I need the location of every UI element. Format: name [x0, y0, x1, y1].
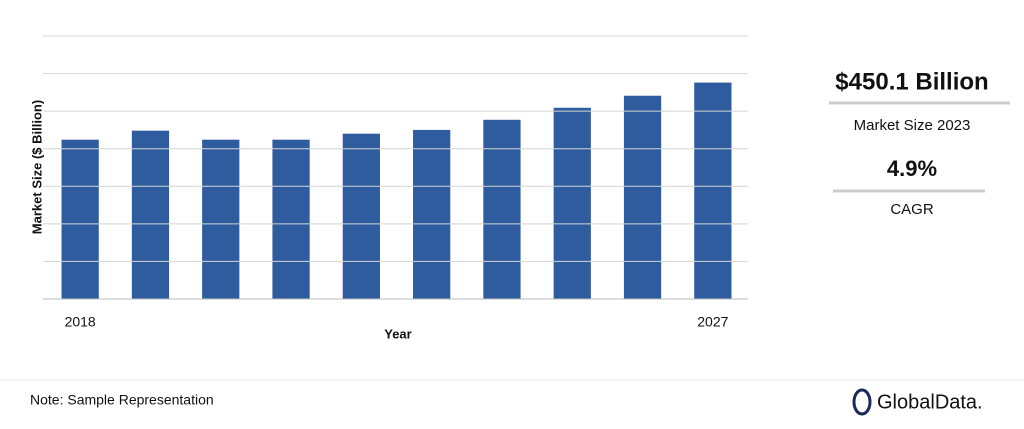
highlight-value: 4.9%: [887, 156, 937, 181]
bar: [272, 139, 310, 299]
bar: [342, 133, 380, 299]
highlight-label: Market Size 2023: [854, 117, 971, 134]
highlight-value: $450.1 Billion: [835, 68, 988, 95]
bar: [413, 129, 451, 299]
bar: [553, 107, 591, 299]
bar: [694, 82, 732, 300]
x-tick-label: 2027: [697, 314, 728, 330]
bar: [483, 119, 521, 299]
note: Note: Sample Representation: [30, 392, 214, 408]
y-axis-label: Market Size ($ Billion): [29, 100, 44, 234]
brand-logo: GlobalData.: [852, 388, 983, 416]
brand-name: GlobalData.: [877, 391, 983, 413]
bar: [131, 130, 170, 299]
bar: [61, 139, 99, 299]
bar: [623, 95, 662, 299]
x-axis-label: Year: [384, 326, 411, 341]
logo-icon: [852, 388, 872, 416]
x-tick-label: 2018: [65, 314, 96, 330]
bar: [202, 139, 240, 299]
highlight-label: CAGR: [890, 201, 934, 218]
